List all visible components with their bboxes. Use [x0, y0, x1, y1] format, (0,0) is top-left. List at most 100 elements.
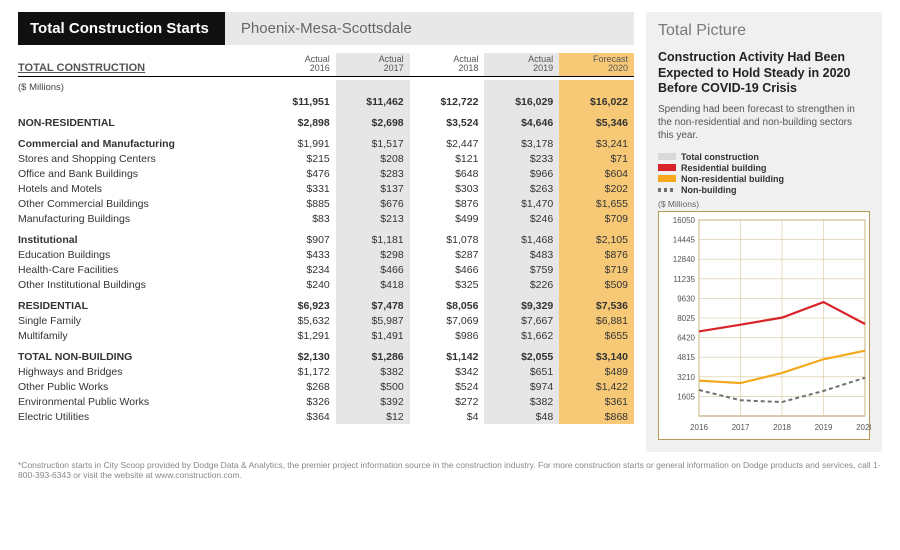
cell-value: $483 [484, 247, 559, 262]
header-region: Phoenix-Mesa-Scottsdale [225, 12, 634, 45]
cell-value: $719 [559, 262, 634, 277]
cell-value: $709 [559, 211, 634, 226]
cell-value: $2,130 [262, 349, 336, 364]
chart-wrap: 1605321048156420802596301123512840144451… [658, 211, 870, 440]
cell-value: $907 [262, 232, 336, 247]
cell-value: $604 [559, 166, 634, 181]
row-label: Other Public Works [18, 379, 262, 394]
svg-text:16050: 16050 [673, 216, 696, 225]
cell-value: $325 [410, 277, 485, 292]
cell-value: $226 [484, 277, 559, 292]
cell-value: $466 [336, 262, 410, 277]
legend-label: Non-residential building [681, 174, 784, 184]
cell-value: $382 [336, 364, 410, 379]
cell-value: $392 [336, 394, 410, 409]
cell-value: $2,447 [410, 136, 485, 151]
cell-value: $433 [262, 247, 336, 262]
svg-text:14445: 14445 [673, 235, 696, 244]
cell-value: $16,029 [484, 94, 559, 109]
cell-value: $476 [262, 166, 336, 181]
cell-value: $298 [336, 247, 410, 262]
svg-text:2018: 2018 [773, 423, 791, 432]
cell-value: $16,022 [559, 94, 634, 109]
row-label: Single Family [18, 313, 262, 328]
legend-item: Non-residential building [658, 174, 870, 184]
cell-value: $1,286 [336, 349, 410, 364]
cell-value: $648 [410, 166, 485, 181]
cell-value: $5,632 [262, 313, 336, 328]
legend-item: Non-building [658, 185, 870, 195]
cell-value: $876 [559, 247, 634, 262]
cell-value: $326 [262, 394, 336, 409]
row-label: Environmental Public Works [18, 394, 262, 409]
line-chart: 1605321048156420802596301123512840144451… [661, 214, 871, 434]
col-header: Actual2017 [336, 53, 410, 77]
cell-value: $3,140 [559, 349, 634, 364]
row-label: Multifamily [18, 328, 262, 343]
cell-value: $489 [559, 364, 634, 379]
cell-value: $268 [262, 379, 336, 394]
cell-value: $2,055 [484, 349, 559, 364]
cell-value: $466 [410, 262, 485, 277]
cell-value: $364 [262, 409, 336, 424]
cell-value: $1,468 [484, 232, 559, 247]
sidebar-headline: Construction Activity Had Been Expected … [658, 50, 870, 97]
row-label: Commercial and Manufacturing [18, 136, 262, 151]
svg-text:2019: 2019 [815, 423, 833, 432]
chart-caption: ($ Millions) [658, 199, 870, 209]
cell-value: $1,517 [336, 136, 410, 151]
cell-value: $5,987 [336, 313, 410, 328]
svg-text:2017: 2017 [732, 423, 750, 432]
cell-value: $1,422 [559, 379, 634, 394]
svg-text:2016: 2016 [690, 423, 708, 432]
legend-item: Total construction [658, 152, 870, 162]
construction-table: TOTAL CONSTRUCTIONActual2016Actual2017Ac… [18, 53, 634, 424]
cell-value: $868 [559, 409, 634, 424]
row-label: Electric Utilities [18, 409, 262, 424]
cell-value: $234 [262, 262, 336, 277]
legend-swatch [658, 153, 676, 160]
cell-value: $966 [484, 166, 559, 181]
svg-text:6420: 6420 [677, 333, 695, 342]
row-label: RESIDENTIAL [18, 298, 262, 313]
svg-text:11235: 11235 [673, 275, 695, 284]
cell-value: $1,181 [336, 232, 410, 247]
cell-value: $2,698 [336, 115, 410, 130]
chart-legend: Total constructionResidential buildingNo… [658, 152, 870, 195]
cell-value: $986 [410, 328, 485, 343]
cell-value: $11,462 [336, 94, 410, 109]
cell-value: $2,105 [559, 232, 634, 247]
cell-value: $202 [559, 181, 634, 196]
row-label: Manufacturing Buildings [18, 211, 262, 226]
cell-value: $215 [262, 151, 336, 166]
cell-value: $509 [559, 277, 634, 292]
cell-value: $208 [336, 151, 410, 166]
cell-value: $974 [484, 379, 559, 394]
cell-value: $5,346 [559, 115, 634, 130]
cell-value: $12,722 [410, 94, 485, 109]
row-label: Office and Bank Buildings [18, 166, 262, 181]
col-header: Forecast2020 [559, 53, 634, 77]
sidebar-title: Total Picture [658, 22, 870, 40]
row-label: Hotels and Motels [18, 181, 262, 196]
cell-value: $3,241 [559, 136, 634, 151]
cell-value: $6,881 [559, 313, 634, 328]
cell-value: $4 [410, 409, 485, 424]
svg-text:4815: 4815 [677, 353, 695, 362]
header-title: Total Construction Starts [18, 12, 225, 45]
cell-value: $885 [262, 196, 336, 211]
row-label: Institutional [18, 232, 262, 247]
cell-value: $121 [410, 151, 485, 166]
cell-value: $283 [336, 166, 410, 181]
cell-value: $7,536 [559, 298, 634, 313]
cell-value: $8,056 [410, 298, 485, 313]
cell-value: $759 [484, 262, 559, 277]
svg-text:8025: 8025 [677, 314, 695, 323]
cell-value: $418 [336, 277, 410, 292]
units-label: ($ Millions) [18, 80, 262, 94]
svg-text:2020: 2020 [856, 423, 871, 432]
col-header: Actual2018 [410, 53, 485, 77]
cell-value: $71 [559, 151, 634, 166]
row-label: Highways and Bridges [18, 364, 262, 379]
sidebar-lead: Spending had been forecast to strengthen… [658, 103, 870, 142]
